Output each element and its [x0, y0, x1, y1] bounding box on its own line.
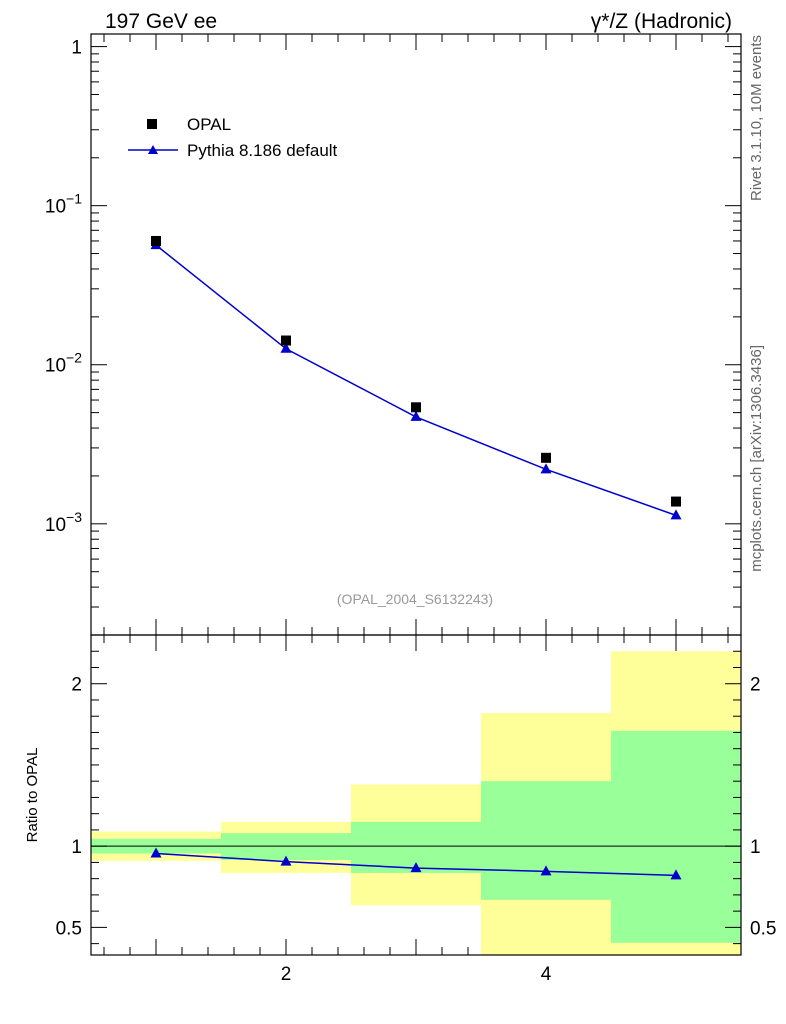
legend: OPAL Pythia 8.186 default	[128, 115, 338, 160]
ratio-panel-frame	[90, 634, 742, 956]
main-plot-body: 1 10−1 10−2 10−3	[45, 34, 741, 636]
mc-series-line	[155, 244, 677, 517]
ratio-y-tick-label: 1	[71, 837, 82, 858]
x-tick-label: 4	[541, 964, 552, 985]
ratio-band-inner	[611, 730, 741, 943]
legend-mc-marker	[148, 145, 158, 154]
main-panel: 1 10−1 10−2 10−3 (OPAL_2004_S6132243) OPAL …	[45, 33, 742, 636]
mcplots-label: mcplots.cern.ch [arXiv:1306.3436]	[748, 345, 765, 572]
rivet-label: Rivet 3.1.10, 10M events	[748, 35, 765, 201]
x-tick-label: 2	[281, 964, 292, 985]
opal-point	[671, 496, 681, 507]
mc-point	[280, 342, 292, 353]
legend-data-marker	[147, 119, 157, 129]
ratio-ylabel: Ratio to OPAL	[24, 748, 41, 843]
mc-point	[670, 509, 682, 520]
main-y-tick-label: 1	[71, 38, 82, 59]
ratio-point	[150, 847, 162, 858]
ratio-point	[410, 862, 422, 873]
ratio-point	[670, 869, 682, 880]
legend-mc-label: Pythia 8.186 default	[187, 141, 338, 160]
main-y-tick-label: 10−1	[45, 191, 82, 218]
opal-point	[281, 335, 291, 346]
ratio-y-tick-label: 2	[71, 675, 82, 696]
mc-point	[410, 410, 422, 421]
ratio-point	[540, 865, 552, 876]
main-y-tick-label: 10−3	[45, 509, 82, 536]
watermark: (OPAL_2004_S6132243)	[337, 591, 493, 607]
ratio-y-tick-label-right: 1	[750, 837, 761, 858]
ratio-band-inner	[481, 781, 611, 900]
title-left: 197 GeV ee	[105, 10, 217, 33]
ratio-y-tick-label: 0.5	[56, 918, 82, 939]
mc-point	[540, 463, 552, 474]
opal-point	[151, 235, 161, 246]
ratio-point	[280, 855, 292, 866]
legend-data-label: OPAL	[187, 115, 231, 134]
opal-point	[411, 402, 421, 413]
main-y-tick-label: 10−2	[45, 350, 82, 377]
title-right: γ*/Z (Hadronic)	[591, 10, 732, 33]
ratio-y-tick-label-right: 0.5	[750, 918, 776, 939]
ratio-plot-body: 2 4 0.5 0.5 1 1 2 2	[56, 635, 776, 985]
ratio-panel: 2 4 0.5 0.5 1 1 2 2 Ratio to OPAL	[24, 634, 776, 985]
ratio-y-tick-label-right: 2	[750, 675, 761, 696]
opal-point	[541, 452, 551, 463]
